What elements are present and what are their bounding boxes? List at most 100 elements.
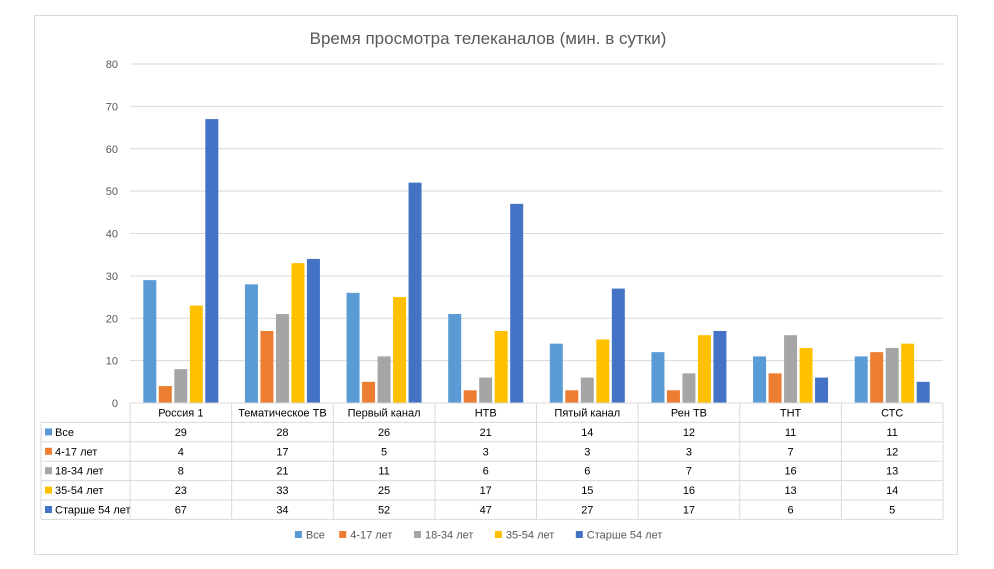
y-axis: 0 10 20 30 40 50 60 70 80 (106, 59, 118, 410)
bar (901, 343, 915, 403)
table-series-name: 4-17 лет (55, 446, 97, 458)
legend-swatch (414, 531, 421, 538)
table-cell-value: 14 (581, 427, 593, 439)
bar (697, 335, 711, 403)
table-cell-value: 11 (378, 466, 389, 478)
bar (565, 390, 579, 403)
table-cell-value: 4 (178, 446, 184, 458)
category-label: ТНТ (780, 408, 802, 420)
bar (666, 390, 680, 403)
table-cell-value: 16 (683, 485, 695, 497)
table-cell-value: 52 (378, 505, 390, 517)
legend-swatch (494, 531, 502, 538)
bars (143, 119, 930, 404)
category-label: СТС (881, 408, 903, 420)
table-legend-key (45, 486, 52, 494)
table-cell-value: 13 (886, 466, 898, 478)
bar (768, 373, 782, 403)
bar (510, 203, 524, 403)
table-cell-value: 23 (175, 485, 187, 497)
table-cell-value: 25 (378, 485, 390, 497)
table-cell-value: 8 (178, 466, 184, 478)
table-cell-value: 21 (276, 466, 288, 478)
y-tick-label: 30 (106, 271, 118, 283)
bar (205, 119, 219, 404)
bar (174, 369, 188, 403)
legend-label: 35-54 лет (506, 530, 554, 542)
table-series-name: 18-34 лет (55, 466, 103, 478)
bar (158, 386, 172, 403)
legend-swatch (575, 531, 583, 538)
table-cell-value: 17 (276, 446, 288, 458)
table-cell-value: 7 (686, 466, 692, 478)
data-table: Россия 1 Тематическое ТВ Первый канал НТВ Пя… (40, 402, 944, 520)
bar (463, 390, 477, 403)
bar (377, 356, 391, 403)
table-legend-key (45, 447, 52, 455)
y-tick-label: 40 (106, 229, 118, 241)
bar (799, 347, 813, 403)
legend-label: 4-17 лет (350, 530, 392, 542)
bar (580, 377, 594, 403)
table-cell-value: 26 (378, 427, 390, 439)
table-series-name: Старше 54 лет (55, 505, 131, 517)
table-cell-value: 13 (784, 485, 796, 497)
category-label: Тематическое ТВ (238, 408, 326, 420)
table-cell-value: 21 (480, 427, 492, 439)
y-tick-label: 0 (112, 398, 118, 410)
bar (713, 330, 727, 403)
legend: Все 4-17 лет 18-34 лет 35-54 лет Старше 54 л… (294, 530, 663, 542)
bar (143, 280, 157, 403)
table-series-name: 35-54 лет (55, 485, 103, 497)
table-cell-value: 27 (581, 505, 593, 517)
bar (260, 330, 274, 403)
category-label: Россия 1 (158, 408, 203, 420)
table-cell-value: 33 (276, 485, 288, 497)
table-cell-value: 11 (886, 427, 897, 439)
table-series-name: Все (55, 427, 74, 439)
bar (189, 305, 203, 403)
table-cell-value: 17 (683, 505, 695, 517)
table-cell-value: 15 (581, 485, 593, 497)
table-cell-value: 6 (584, 466, 590, 478)
bar (494, 330, 508, 403)
bar (753, 356, 767, 403)
legend-label: Старше 54 лет (587, 530, 663, 542)
category-label: Рен ТВ (671, 408, 707, 420)
table-cell-value: 7 (788, 446, 794, 458)
table-cell-value: 47 (480, 505, 492, 517)
bar (393, 297, 407, 403)
bar (479, 377, 493, 403)
table-cell-value: 29 (175, 427, 187, 439)
table-cell-value: 16 (784, 466, 796, 478)
bar (244, 284, 258, 403)
bar (784, 335, 798, 403)
category-label: НТВ (475, 408, 497, 420)
table-cell-value: 12 (683, 427, 695, 439)
y-tick-label: 80 (106, 59, 118, 71)
bar (448, 314, 462, 403)
table-legend-key (45, 428, 52, 436)
table-legend-key (45, 467, 52, 475)
table-cell-value: 3 (686, 446, 692, 458)
bar (916, 381, 930, 403)
y-tick-label: 50 (106, 186, 118, 198)
table-legend-key (45, 506, 52, 513)
table-cell-value: 12 (886, 446, 898, 458)
chart-title: Время просмотра телеканалов (мин. в сутк… (310, 29, 667, 48)
y-tick-label: 60 (106, 144, 118, 156)
bar (682, 373, 696, 403)
table-cell-value: 5 (889, 505, 895, 517)
chart-frame (34, 15, 958, 555)
table-cell-value: 3 (483, 446, 489, 458)
table-cell-value: 67 (175, 505, 187, 517)
bar (346, 292, 360, 403)
bar (870, 352, 884, 403)
bar (596, 339, 610, 403)
y-tick-label: 70 (106, 101, 118, 113)
bar (275, 314, 289, 403)
table-cell-value: 14 (886, 485, 898, 497)
legend-label: 18-34 лет (425, 530, 473, 542)
category-label: Пятый канал (554, 408, 620, 420)
